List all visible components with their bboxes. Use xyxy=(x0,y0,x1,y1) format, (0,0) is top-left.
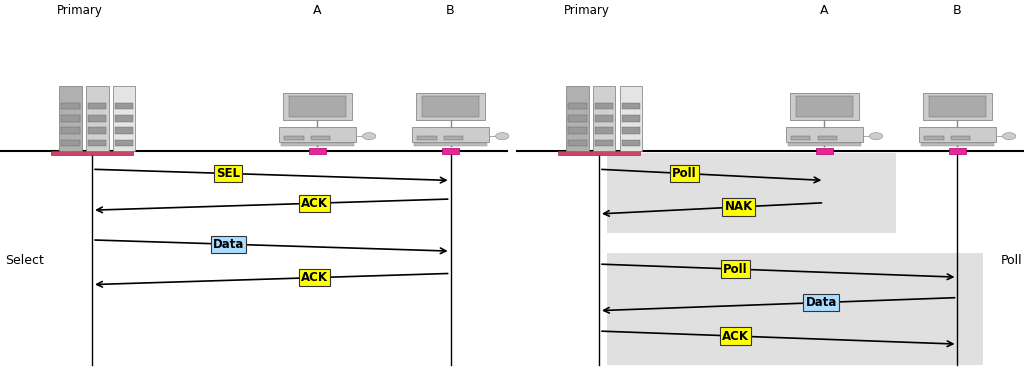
FancyBboxPatch shape xyxy=(607,153,896,232)
FancyBboxPatch shape xyxy=(444,136,464,140)
FancyBboxPatch shape xyxy=(920,127,995,142)
FancyBboxPatch shape xyxy=(949,148,966,154)
FancyBboxPatch shape xyxy=(88,140,106,146)
Text: A: A xyxy=(820,4,828,17)
Text: B: B xyxy=(953,4,962,17)
Text: A: A xyxy=(313,4,322,17)
Text: Poll: Poll xyxy=(1000,254,1022,267)
FancyBboxPatch shape xyxy=(790,93,859,120)
FancyBboxPatch shape xyxy=(923,93,992,120)
FancyBboxPatch shape xyxy=(792,136,811,140)
FancyBboxPatch shape xyxy=(51,151,133,155)
FancyBboxPatch shape xyxy=(311,136,331,140)
Ellipse shape xyxy=(496,132,509,140)
FancyBboxPatch shape xyxy=(59,86,82,151)
FancyBboxPatch shape xyxy=(558,151,640,155)
FancyBboxPatch shape xyxy=(115,127,133,134)
FancyBboxPatch shape xyxy=(88,115,106,122)
FancyBboxPatch shape xyxy=(818,136,838,140)
Text: ACK: ACK xyxy=(301,271,328,284)
FancyBboxPatch shape xyxy=(289,96,346,117)
FancyBboxPatch shape xyxy=(568,140,587,146)
FancyBboxPatch shape xyxy=(418,136,437,140)
FancyBboxPatch shape xyxy=(283,93,352,120)
Ellipse shape xyxy=(1002,132,1016,140)
FancyBboxPatch shape xyxy=(281,143,354,146)
FancyBboxPatch shape xyxy=(568,115,587,122)
FancyBboxPatch shape xyxy=(620,86,642,151)
Text: Data: Data xyxy=(806,296,837,309)
FancyBboxPatch shape xyxy=(786,127,862,142)
Ellipse shape xyxy=(869,132,883,140)
FancyBboxPatch shape xyxy=(568,127,587,134)
FancyBboxPatch shape xyxy=(309,148,326,154)
FancyBboxPatch shape xyxy=(442,148,459,154)
FancyBboxPatch shape xyxy=(86,86,109,151)
FancyBboxPatch shape xyxy=(593,86,615,151)
FancyBboxPatch shape xyxy=(61,140,80,146)
Text: Poll: Poll xyxy=(723,263,748,276)
FancyBboxPatch shape xyxy=(115,140,133,146)
FancyBboxPatch shape xyxy=(88,127,106,134)
FancyBboxPatch shape xyxy=(115,103,133,109)
FancyBboxPatch shape xyxy=(88,103,106,109)
FancyBboxPatch shape xyxy=(61,103,80,109)
FancyBboxPatch shape xyxy=(595,115,613,122)
Text: ACK: ACK xyxy=(301,197,328,210)
FancyBboxPatch shape xyxy=(279,127,356,142)
FancyBboxPatch shape xyxy=(929,96,986,117)
FancyBboxPatch shape xyxy=(951,136,971,140)
FancyBboxPatch shape xyxy=(566,86,589,151)
FancyBboxPatch shape xyxy=(416,93,485,120)
FancyBboxPatch shape xyxy=(622,127,640,134)
FancyBboxPatch shape xyxy=(595,103,613,109)
FancyBboxPatch shape xyxy=(922,143,993,146)
Text: NAK: NAK xyxy=(725,201,753,214)
FancyBboxPatch shape xyxy=(607,253,983,365)
Text: ACK: ACK xyxy=(722,330,749,343)
FancyBboxPatch shape xyxy=(595,140,613,146)
Text: Primary: Primary xyxy=(57,4,102,17)
FancyBboxPatch shape xyxy=(925,136,944,140)
FancyBboxPatch shape xyxy=(412,127,489,142)
Text: Poll: Poll xyxy=(673,167,697,180)
Text: B: B xyxy=(446,4,455,17)
FancyBboxPatch shape xyxy=(622,140,640,146)
Text: Data: Data xyxy=(213,238,244,251)
FancyBboxPatch shape xyxy=(595,127,613,134)
FancyBboxPatch shape xyxy=(622,115,640,122)
Text: Select: Select xyxy=(5,254,44,267)
FancyBboxPatch shape xyxy=(285,136,304,140)
FancyBboxPatch shape xyxy=(61,115,80,122)
FancyBboxPatch shape xyxy=(796,96,853,117)
FancyBboxPatch shape xyxy=(414,143,487,146)
FancyBboxPatch shape xyxy=(622,103,640,109)
FancyBboxPatch shape xyxy=(422,96,479,117)
FancyBboxPatch shape xyxy=(61,127,80,134)
FancyBboxPatch shape xyxy=(115,115,133,122)
Ellipse shape xyxy=(362,132,376,140)
FancyBboxPatch shape xyxy=(113,86,135,151)
FancyBboxPatch shape xyxy=(568,103,587,109)
Text: Primary: Primary xyxy=(564,4,609,17)
FancyBboxPatch shape xyxy=(788,143,860,146)
Text: SEL: SEL xyxy=(216,167,241,180)
FancyBboxPatch shape xyxy=(816,148,833,154)
